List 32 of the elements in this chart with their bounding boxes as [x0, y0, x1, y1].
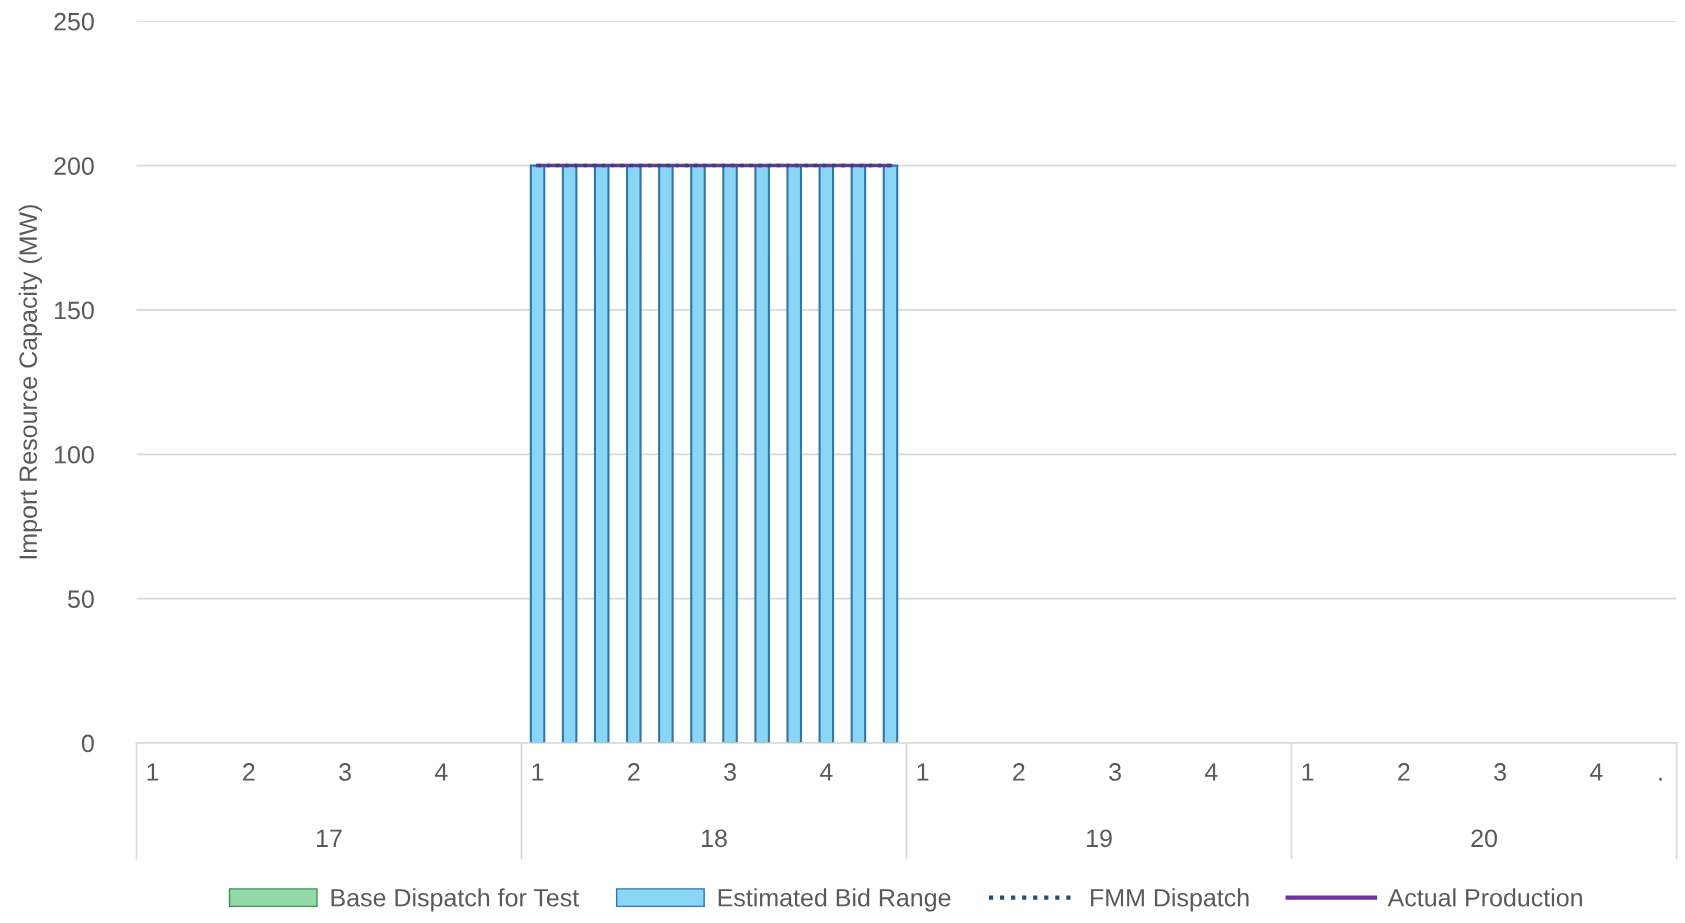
- legend-label: Base Dispatch for Test: [331, 888, 579, 912]
- x-tick-label: 3: [1109, 763, 1121, 781]
- text: 20: [1471, 829, 1497, 848]
- y-tick-label: 50: [68, 590, 94, 608]
- x-tick-label: .: [1659, 777, 1662, 781]
- legend-label: Estimated Bid Range: [718, 888, 951, 912]
- x-tick-label: 4: [1589, 763, 1603, 781]
- text: 18: [702, 829, 727, 848]
- legend-label: FMM Dispatch: [1091, 888, 1249, 912]
- x-tick-label: 3: [1494, 763, 1506, 781]
- text: 19: [1087, 829, 1112, 848]
- y-tick-label: 100: [55, 445, 94, 464]
- x-tick-label: 1: [147, 763, 159, 781]
- x-tick-label: 4: [434, 763, 448, 781]
- x-tick-label: 3: [339, 763, 351, 781]
- x-tick-label: 1: [1302, 763, 1314, 781]
- y-tick-label: 0: [81, 734, 94, 753]
- x-tick-label: 4: [819, 763, 833, 781]
- y-tick-label: 200: [54, 157, 94, 175]
- text: 17: [317, 829, 342, 847]
- x-tick-label: 2: [1013, 763, 1025, 781]
- legend-label: Actual Production: [1387, 888, 1582, 907]
- x-tick-label: 2: [1398, 763, 1410, 781]
- y-axis-title: Import Resource Capacity (MW): [18, 205, 42, 559]
- x-tick-label: 4: [1204, 763, 1218, 781]
- x-tick-label: 1: [917, 763, 929, 781]
- x-tick-label: 3: [724, 763, 736, 781]
- y-tick-label: 250: [54, 12, 94, 31]
- x-tick-label: 2: [628, 763, 640, 781]
- y-tick-label: 150: [55, 301, 94, 320]
- x-tick-label: 1: [532, 763, 544, 781]
- x-tick-label: 2: [243, 763, 255, 781]
